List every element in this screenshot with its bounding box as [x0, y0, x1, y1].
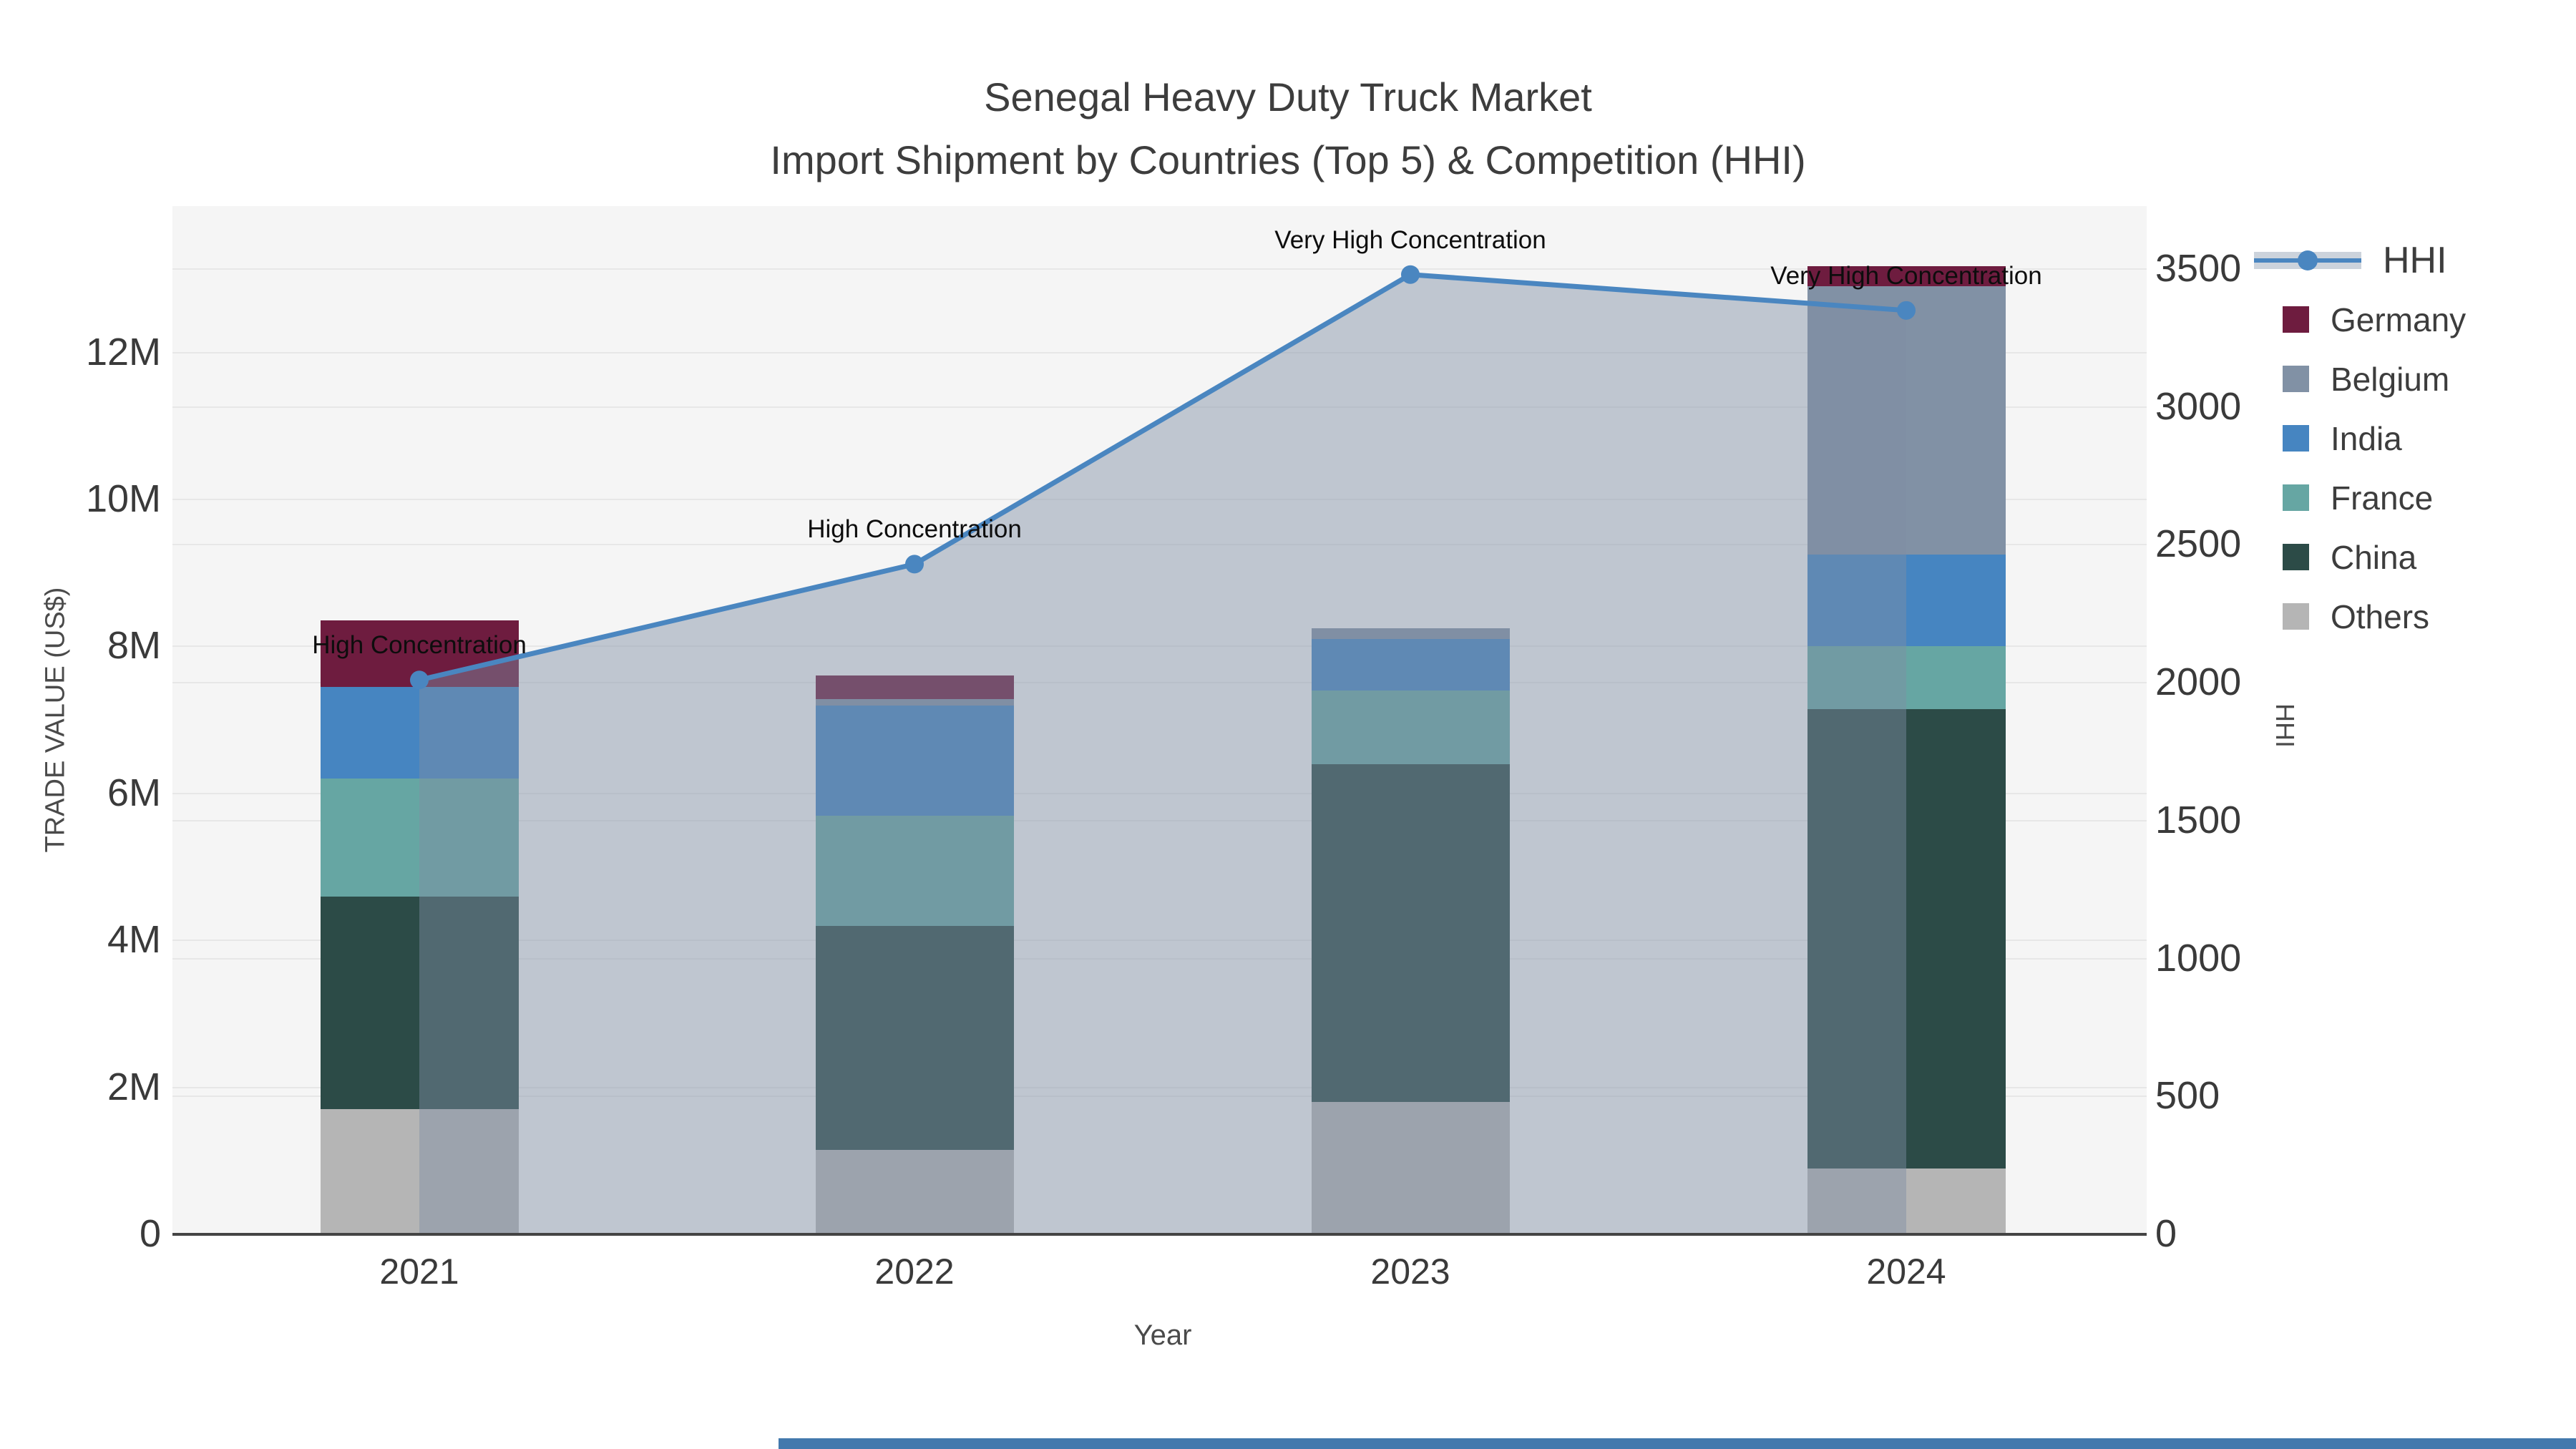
left-tick-8M: 8M	[107, 624, 161, 668]
right-axis-title: HHI	[2270, 703, 2300, 748]
right-tick-2000: 2000	[2155, 660, 2242, 704]
gridline-left-6M	[172, 792, 2147, 794]
legend-item-others[interactable]: Others	[2254, 587, 2429, 646]
legend-swatch-icon	[2283, 603, 2309, 630]
bar-segment-2022-germany[interactable]	[815, 675, 1014, 700]
legend-item-germany[interactable]: Germany	[2254, 290, 2466, 349]
hhi-legend-marker-icon	[2298, 250, 2318, 270]
bar-segment-2021-india[interactable]	[320, 686, 519, 779]
bar-segment-2023-others[interactable]	[1311, 1102, 1510, 1234]
x-axis-title: Year	[1133, 1319, 1192, 1351]
right-tick-0: 0	[2155, 1212, 2177, 1255]
bar-segment-2024-india[interactable]	[1807, 555, 2006, 647]
legend-label: Belgium	[2331, 360, 2450, 398]
gridline-right-500	[172, 1096, 2147, 1098]
legend-item-hhi[interactable]: HHI	[2254, 230, 2447, 290]
legend-label: China	[2331, 538, 2417, 576]
legend-swatch-icon	[2283, 484, 2309, 511]
legend-swatch-icon	[2283, 366, 2309, 392]
x-tick-2023: 2023	[1370, 1252, 1450, 1292]
gridline-right-3500	[172, 268, 2147, 270]
gridline-right-1000	[172, 957, 2147, 960]
x-tick-2024: 2024	[1866, 1252, 1946, 1292]
x-axis-line	[172, 1233, 2147, 1236]
left-tick-2M: 2M	[107, 1065, 161, 1108]
bar-segment-2024-belgium[interactable]	[1807, 286, 2006, 555]
bar-segment-2024-others[interactable]	[1807, 1168, 2006, 1234]
chart-title-line1: Senegal Heavy Duty Truck Market	[984, 74, 1592, 119]
right-tick-3500: 3500	[2155, 247, 2242, 290]
hhi-area-fill	[419, 274, 1906, 1234]
legend-label: Others	[2331, 597, 2430, 635]
bar-segment-2021-france[interactable]	[320, 779, 519, 897]
left-tick-0: 0	[139, 1212, 161, 1255]
hhi-marker-2023[interactable]	[1401, 265, 1420, 284]
hhi-marker-2022[interactable]	[905, 555, 924, 574]
left-tick-6M: 6M	[107, 771, 161, 814]
legend-item-france[interactable]: France	[2254, 468, 2433, 527]
left-tick-10M: 10M	[85, 477, 161, 520]
legend-swatch-icon	[2283, 306, 2309, 333]
legend-item-belgium[interactable]: Belgium	[2254, 349, 2449, 409]
hhi-marker-2024[interactable]	[1897, 301, 1916, 320]
legend-label: Germany	[2331, 301, 2467, 338]
bar-segment-2021-others[interactable]	[320, 1109, 519, 1234]
right-tick-500: 500	[2155, 1074, 2220, 1118]
bar-segment-2022-france[interactable]	[815, 815, 1014, 926]
legend-item-india[interactable]: India	[2254, 409, 2402, 468]
x-tick-2022: 2022	[874, 1252, 955, 1292]
annotation-2024: Very High Concentration	[1770, 261, 2042, 290]
bar-segment-2024-france[interactable]	[1807, 646, 2006, 709]
left-tick-12M: 12M	[85, 330, 161, 374]
annotation-2021: High Concentration	[312, 631, 527, 660]
hhi-line	[419, 272, 1907, 683]
legend-label: France	[2331, 479, 2434, 517]
bar-segment-2022-others[interactable]	[815, 1149, 1014, 1234]
bar-segment-2022-india[interactable]	[815, 705, 1014, 816]
legend-swatch-icon	[2283, 544, 2309, 570]
bar-segment-2024-china[interactable]	[1807, 708, 2006, 1169]
legend-item-china[interactable]: China	[2254, 527, 2416, 587]
gridline-right-1500	[172, 819, 2147, 821]
legend-label: HHI	[2383, 239, 2447, 281]
x-tick-2021: 2021	[379, 1252, 459, 1292]
bar-segment-2023-china[interactable]	[1311, 763, 1510, 1103]
left-tick-4M: 4M	[107, 918, 161, 962]
legend-swatch-icon	[2283, 425, 2309, 452]
right-tick-1500: 1500	[2155, 798, 2242, 841]
chart-title: Senegal Heavy Duty Truck Market Import S…	[0, 66, 2576, 192]
bar-segment-2021-china[interactable]	[320, 896, 519, 1110]
right-tick-2500: 2500	[2155, 522, 2242, 566]
right-tick-1000: 1000	[2155, 936, 2242, 980]
bar-segment-2023-france[interactable]	[1311, 691, 1510, 764]
hhi-marker-2021[interactable]	[410, 670, 429, 690]
gridline-left-2M	[172, 1086, 2147, 1088]
legend-label: India	[2331, 419, 2402, 457]
bar-segment-2023-india[interactable]	[1311, 639, 1510, 691]
gridline-right-2000	[172, 682, 2147, 684]
bar-segment-2022-china[interactable]	[815, 925, 1014, 1150]
gridline-left-4M	[172, 940, 2147, 942]
bar-segment-2023-belgium[interactable]	[1311, 628, 1510, 640]
bar-segment-2022-belgium[interactable]	[815, 699, 1014, 706]
bottom-scrollbar[interactable]	[779, 1438, 2576, 1449]
plot-area: High Concentration High Concentration Very…	[172, 206, 2147, 1234]
chart-title-line2: Import Shipment by Countries (Top 5) & C…	[770, 137, 1806, 182]
hhi-legend-sample-icon	[2254, 250, 2361, 270]
annotation-2022: High Concentration	[807, 515, 1022, 544]
annotation-2023: Very High Concentration	[1274, 225, 1546, 254]
right-tick-3000: 3000	[2155, 384, 2242, 428]
